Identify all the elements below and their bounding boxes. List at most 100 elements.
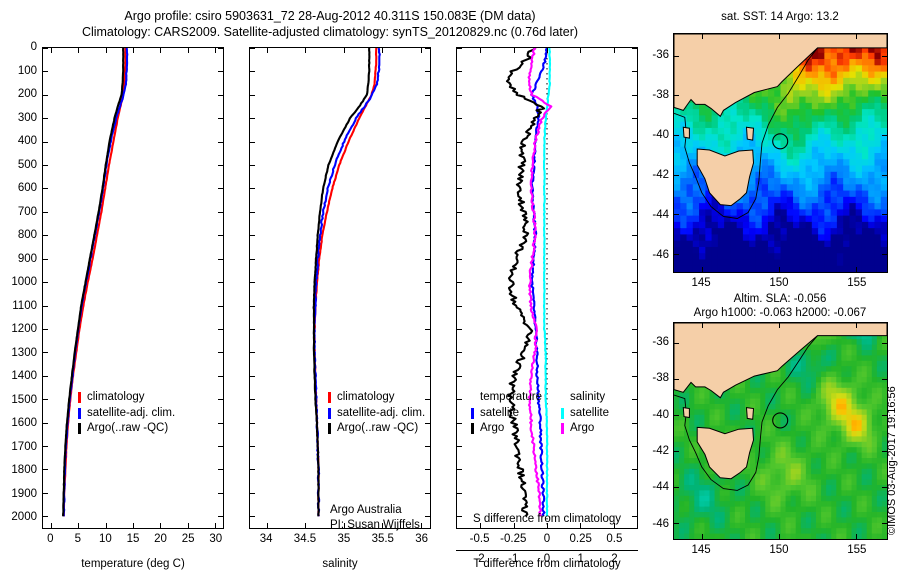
figure-title-line2: Climatology: CARS2009. Satellite-adjuste… (81, 25, 579, 39)
legend-heading-temperature: temperature (480, 391, 543, 403)
axis-tick (250, 259, 255, 260)
axis-tick (457, 188, 462, 189)
axis-tick (457, 446, 462, 447)
axis-tick (43, 446, 48, 447)
axis-tick (457, 259, 462, 260)
map-axis-tick (882, 175, 887, 176)
axis-tick (632, 212, 637, 213)
landmass-mainland (674, 34, 887, 118)
map-sla[interactable] (673, 322, 888, 540)
axis-tick (106, 48, 107, 53)
axis-tick (218, 188, 223, 189)
axis-tick (457, 306, 462, 307)
axis-tick (425, 142, 430, 143)
axis-tick (382, 48, 383, 53)
map-sla-latitude-tick-label: -36 (652, 335, 669, 348)
axis-tick (43, 188, 48, 189)
map-axis-tick (779, 323, 780, 328)
axis-tick (632, 95, 637, 96)
figure-title-line1: Argo profile: csiro 5903631_72 28-Aug-20… (124, 9, 536, 23)
difference-line-salinity-argo (527, 48, 553, 517)
axis-tick (218, 71, 223, 72)
depth-tick-label: 1700 (11, 440, 37, 453)
imos-credit: ©IMOS 03-Aug-2017 19:16:56 (886, 386, 898, 535)
temperature-tick-label: 30 (209, 533, 223, 545)
axis-tick (425, 493, 430, 494)
axis-tick (267, 48, 268, 53)
temperature-tick-label: 0 (47, 533, 54, 545)
salinity-difference-tick-label: -0.5 (469, 533, 490, 545)
profile-location-marker[interactable] (772, 133, 789, 150)
map-axis-tick (674, 95, 679, 96)
axis-tick (43, 399, 48, 400)
axis-tick (580, 48, 581, 53)
axis-tick (133, 523, 134, 528)
legend-item: climatology (78, 390, 175, 406)
panel-difference[interactable] (456, 47, 638, 529)
axis-tick (514, 523, 515, 528)
legend-swatch-satellite (561, 407, 564, 419)
axis-tick (425, 48, 430, 49)
axis-tick (43, 469, 48, 470)
axis-tick (43, 352, 48, 353)
axis-tick (632, 446, 637, 447)
legend-label: climatology (87, 391, 145, 403)
axis-tick (457, 165, 462, 166)
depth-tick-label: 700 (17, 205, 37, 218)
map-axis-tick (674, 254, 679, 255)
legend-swatch-argo (471, 423, 474, 435)
map-axis-tick (856, 534, 857, 539)
map-axis-tick (882, 343, 887, 344)
axis-tick (250, 516, 255, 517)
axis-tick (632, 165, 637, 166)
depth-tick-label: 1500 (11, 393, 37, 406)
axis-tick (457, 235, 462, 236)
argo-australia-line1: Argo Australia (330, 504, 402, 516)
map-sst-longitude-tick-label: 150 (769, 277, 789, 289)
axis-tick (425, 423, 430, 424)
depth-tick-label: 900 (17, 252, 37, 265)
temperature-difference-tick-label: 2 (611, 553, 618, 565)
axis-tick (457, 423, 462, 424)
depth-tick-label: 1100 (12, 299, 37, 312)
map-sst-latitude-tick-label: -42 (652, 169, 669, 181)
profile-location-marker[interactable] (772, 412, 789, 429)
panel-temperature[interactable] (42, 47, 224, 529)
salinity-tick-label: 36 (415, 533, 429, 545)
axis-tick (218, 259, 223, 260)
depth-tick-label: 1000 (11, 276, 37, 289)
axis-tick (305, 523, 306, 528)
axis-tick (250, 235, 255, 236)
map-sst-latitude-tick-label: -46 (652, 249, 669, 261)
argo-australia-pi: PI: Susan Wijffels (330, 518, 420, 531)
axis-tick (250, 165, 255, 166)
axis-tick (425, 446, 430, 447)
axis-tick (218, 142, 223, 143)
salinity-difference-axis-title: S difference from climatology (472, 513, 622, 525)
temperature-difference-tick-label: -2 (474, 553, 485, 565)
axis-tick (457, 95, 462, 96)
axis-tick (160, 523, 161, 528)
panel-salinity[interactable] (249, 47, 431, 529)
map-sst[interactable] (673, 33, 888, 273)
axis-tick (425, 376, 430, 377)
axis-tick (632, 423, 637, 424)
depth-tick-label: 500 (17, 158, 37, 171)
map-sla-longitude-tick-label: 150 (769, 544, 789, 556)
map-axis-tick (702, 534, 703, 539)
map-axis-tick (674, 523, 679, 524)
axis-tick (425, 71, 430, 72)
axis-tick (514, 48, 515, 53)
legend-heading-salinity: salinity (570, 391, 606, 403)
salinity-tick-label: 35.5 (371, 533, 394, 545)
axis-tick (547, 48, 548, 53)
axis-tick (457, 48, 462, 49)
axis-tick (43, 212, 48, 213)
map-axis-tick (882, 523, 887, 524)
depth-tick-label: 800 (17, 229, 37, 242)
salinity-tick-label: 35 (337, 533, 351, 545)
axis-tick (250, 329, 255, 330)
legend-item: Argo(..raw -QC) (328, 421, 425, 437)
axis-tick (632, 516, 637, 517)
map-sla-longitude-tick-label: 155 (847, 544, 867, 556)
